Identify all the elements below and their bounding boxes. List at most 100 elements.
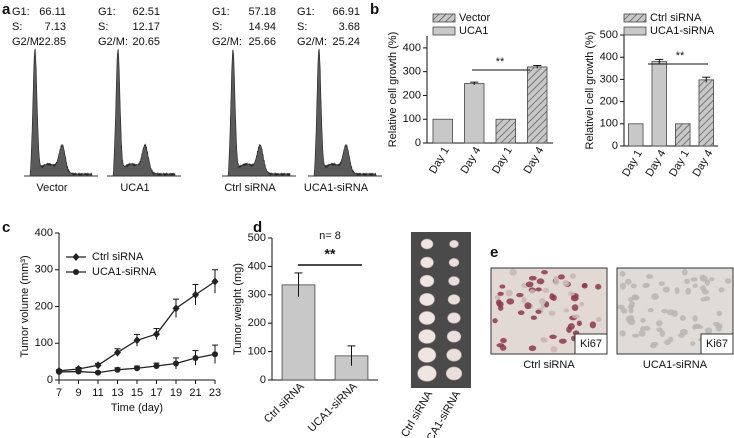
nucleus xyxy=(678,333,685,339)
nucleus xyxy=(619,330,626,337)
phase-value: 20.65 xyxy=(132,36,160,48)
marker xyxy=(56,368,62,375)
nucleus xyxy=(658,281,665,286)
x-axis-label: Time (day) xyxy=(111,402,163,414)
nucleus xyxy=(690,277,698,282)
nucleus xyxy=(553,278,560,285)
marker xyxy=(75,368,82,375)
bar xyxy=(464,83,485,144)
nucleus xyxy=(506,298,515,305)
nucleus xyxy=(536,278,545,285)
phase-label: G2/M: xyxy=(212,36,242,48)
nucleus xyxy=(700,285,707,292)
nucleus xyxy=(509,268,517,276)
ihc-label: UCA1-siRNA xyxy=(643,359,708,371)
nucleus xyxy=(655,320,663,327)
y-tick-label: 400 xyxy=(403,42,421,54)
stain-label: Ki67 xyxy=(706,338,728,350)
tumor xyxy=(445,366,463,381)
x-tick-label: Day 4 xyxy=(459,145,484,176)
nucleus xyxy=(563,308,570,313)
marker xyxy=(211,277,219,286)
nucleus xyxy=(494,294,501,300)
x-tick-label: Day 4 xyxy=(644,148,669,179)
nucleus xyxy=(499,284,506,289)
marker xyxy=(114,348,121,357)
bar xyxy=(651,61,667,147)
nucleus xyxy=(643,325,651,331)
panel-label: b xyxy=(370,1,379,18)
nucleus xyxy=(716,310,723,317)
tumor xyxy=(448,276,460,286)
nucleus xyxy=(674,287,680,295)
bar xyxy=(495,118,516,144)
nucleus xyxy=(550,345,558,353)
marker xyxy=(192,354,199,361)
stain-box xyxy=(700,333,734,355)
panel-label: d xyxy=(253,219,262,236)
nucleus xyxy=(718,287,725,293)
nucleus xyxy=(715,324,722,332)
nucleus xyxy=(569,273,577,279)
tumor xyxy=(449,239,459,249)
panel-label: c xyxy=(2,219,10,236)
nucleus xyxy=(539,298,546,305)
phase-label: G1: xyxy=(212,6,230,18)
marker xyxy=(114,366,121,373)
x-tick-label: 19 xyxy=(170,387,182,399)
phase-label: S: xyxy=(12,21,22,33)
phase-label: S: xyxy=(297,21,307,33)
x-tick-label: 11 xyxy=(92,387,103,399)
x-tick-label: Day 4 xyxy=(522,145,547,176)
y-tick-label: 200 xyxy=(248,317,266,329)
nucleus xyxy=(630,283,637,289)
y-tick-label: 0 xyxy=(47,374,53,386)
nucleus xyxy=(664,339,671,346)
phase-label: G1: xyxy=(12,6,30,18)
nucleus xyxy=(571,304,579,311)
nucleus xyxy=(595,317,602,323)
nucleus xyxy=(568,291,575,296)
bar xyxy=(432,118,453,144)
nucleus xyxy=(524,302,532,310)
tumor xyxy=(418,329,436,344)
nucleus xyxy=(627,304,634,310)
y-tick-label: 300 xyxy=(35,264,53,276)
phase-value: 12.17 xyxy=(132,21,160,33)
nucleus xyxy=(497,291,504,296)
nucleus xyxy=(579,301,585,307)
marker xyxy=(95,369,101,376)
y-tick-label: 100 xyxy=(600,118,618,130)
nucleus xyxy=(700,297,707,302)
x-tick-label: 23 xyxy=(209,387,221,399)
nucleus xyxy=(558,274,565,280)
phase-value: 66.11 xyxy=(39,6,66,18)
x-tick-label: 15 xyxy=(131,387,143,399)
nucleus xyxy=(640,317,646,323)
nucleus xyxy=(662,286,670,293)
tumor xyxy=(446,330,462,343)
nucleus xyxy=(627,318,636,326)
nucleus xyxy=(576,320,582,327)
tumor xyxy=(446,348,462,362)
nucleus xyxy=(521,296,527,304)
tumor xyxy=(447,312,461,324)
y-axis-label: Relativel cell growth (%) xyxy=(584,32,596,150)
phase-value: 22.85 xyxy=(38,36,66,48)
tumor xyxy=(418,311,436,325)
phase-value: 14.94 xyxy=(248,21,276,33)
nucleus xyxy=(661,308,669,314)
tumor xyxy=(420,256,434,269)
marker xyxy=(72,253,80,261)
phase-value: 57.18 xyxy=(248,6,276,18)
nucleus xyxy=(581,283,588,289)
x-tick-label: 7 xyxy=(56,387,62,399)
marker xyxy=(192,290,199,299)
legend-label: UCA1-siRNA xyxy=(650,25,715,37)
nucleus xyxy=(517,310,525,316)
phase-label: S: xyxy=(212,21,222,33)
nucleus xyxy=(535,287,542,292)
marker xyxy=(153,330,160,339)
tumor xyxy=(419,292,435,306)
phase-value: 66.91 xyxy=(332,6,360,18)
